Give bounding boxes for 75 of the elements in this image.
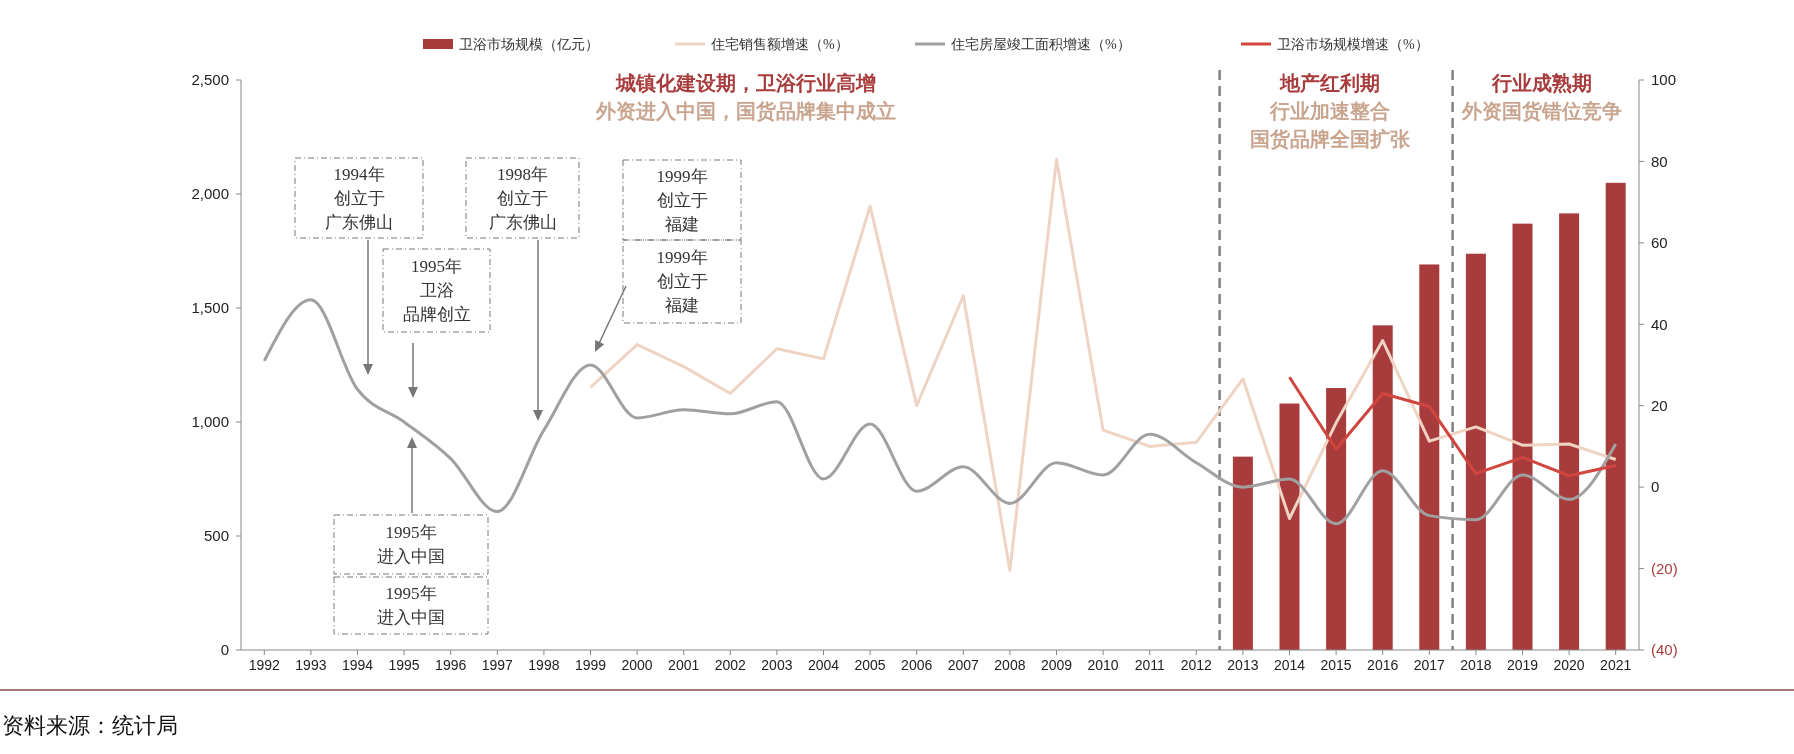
- annotation: 1995年进入中国: [377, 584, 445, 628]
- y2-tick-label: 100: [1651, 71, 1677, 89]
- annotation: 国货品牌全国扩张: [1250, 128, 1411, 150]
- bar: [1232, 456, 1253, 650]
- y2-tick-label: 40: [1651, 315, 1668, 333]
- line-series: [589, 157, 1618, 573]
- legend-label: 住宅房屋竣工面积增速（%）: [950, 36, 1131, 52]
- bar: [1559, 213, 1580, 650]
- x-tick-label: 2011: [1134, 657, 1165, 673]
- line-series: [262, 298, 1618, 526]
- y2-tick-label: (20): [1651, 559, 1678, 577]
- x-tick-label: 1992: [248, 657, 281, 673]
- x-tick-label: 2012: [1180, 657, 1213, 673]
- y-tick-label: 0: [220, 641, 229, 659]
- bar: [1279, 403, 1300, 650]
- x-tick-label: 2016: [1367, 657, 1399, 673]
- annotation: 城镇化建设期，卫浴行业高增: [615, 72, 876, 94]
- x-tick-label: 1998: [528, 657, 560, 673]
- legend-label: 卫浴市场规模（亿元）: [459, 36, 599, 52]
- bar: [1465, 253, 1486, 650]
- bar: [1372, 325, 1393, 650]
- annotation: 行业加速整合: [1269, 100, 1390, 122]
- y2-tick-label: 20: [1651, 396, 1668, 414]
- annotation: 1999年创立于福建: [656, 248, 708, 316]
- x-tick-label: 2018: [1460, 657, 1492, 673]
- x-tick-label: 1997: [481, 657, 514, 673]
- x-tick-label: 2015: [1320, 657, 1352, 673]
- x-tick-label: 2020: [1553, 657, 1585, 673]
- x-tick-label: 2008: [994, 657, 1026, 673]
- x-tick-label: 2010: [1087, 657, 1119, 673]
- bar: [1419, 264, 1440, 650]
- annotation: 行业成熟期: [1491, 72, 1592, 94]
- line-series: [1288, 375, 1618, 478]
- x-tick-label: 2007: [947, 657, 980, 673]
- x-tick-label: 1996: [435, 657, 467, 673]
- x-tick-label: 2000: [621, 657, 653, 673]
- y-tick-label: 2,000: [191, 185, 229, 203]
- legend-label: 卫浴市场规模增速（%）: [1277, 36, 1429, 52]
- y-tick-label: 500: [203, 527, 229, 545]
- x-tick-label: 2017: [1413, 657, 1446, 673]
- y-tick-label: 1,500: [191, 299, 229, 317]
- annotation: 1995年进入中国: [377, 523, 445, 567]
- x-tick-label: 2021: [1600, 657, 1632, 673]
- y2-tick-label: 0: [1651, 478, 1660, 496]
- legend-label: 住宅销售额增速（%）: [710, 36, 849, 52]
- x-tick-label: 1993: [295, 657, 327, 673]
- bar: [1326, 388, 1347, 650]
- annotation: 1998年创立于广东佛山: [488, 164, 557, 232]
- x-tick-label: 2004: [807, 657, 840, 673]
- annotation: 1999年创立于福建: [656, 166, 708, 234]
- y2-tick-label: 60: [1651, 234, 1668, 252]
- bar: [1605, 182, 1626, 650]
- x-tick-label: 2005: [854, 657, 886, 673]
- annotation: 1994年创立于广东佛山: [325, 164, 393, 232]
- y2-tick-label: (40): [1651, 641, 1678, 659]
- text: 资料来源：统计局: [2, 713, 178, 738]
- y2-tick-label: 80: [1651, 152, 1668, 170]
- x-tick-label: 2006: [901, 657, 933, 673]
- x-tick-label: 2002: [714, 657, 747, 673]
- x-tick-label: 2019: [1506, 657, 1539, 673]
- bar: [1512, 223, 1533, 650]
- annotation: 外资进入中国，国货品牌集中成立: [595, 100, 896, 122]
- x-tick-label: 2001: [668, 657, 700, 673]
- annotation: 外资国货错位竞争: [1461, 100, 1622, 122]
- y-tick-label: 1,000: [191, 413, 229, 431]
- x-tick-label: 2003: [761, 657, 793, 673]
- x-tick-label: 2014: [1273, 657, 1306, 673]
- x-tick-label: 2009: [1040, 657, 1073, 673]
- x-tick-label: 1995: [388, 657, 420, 673]
- x-tick-label: 2013: [1227, 657, 1259, 673]
- annotation: 1995年卫浴品牌创立: [402, 257, 471, 325]
- x-tick-label: 1999: [574, 657, 607, 673]
- y-tick-label: 2,500: [191, 71, 229, 89]
- annotation: 地产红利期: [1279, 72, 1380, 94]
- x-tick-label: 1994: [341, 657, 374, 673]
